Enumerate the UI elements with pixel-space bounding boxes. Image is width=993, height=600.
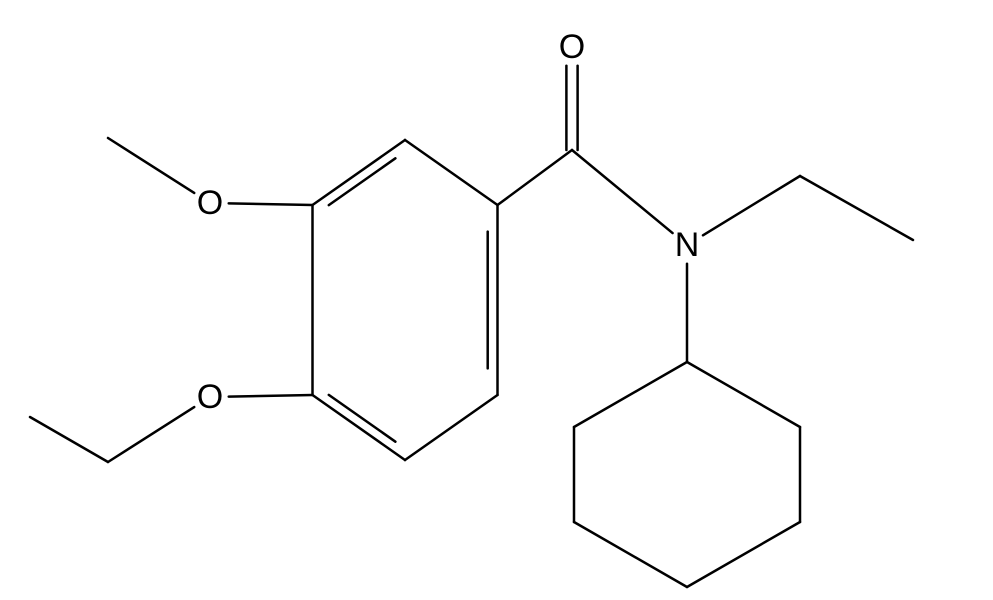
bond-line: [229, 395, 313, 397]
bond-line: [405, 395, 498, 460]
bond-line: [229, 203, 313, 205]
bond-line: [703, 176, 800, 235]
bond-line: [108, 138, 194, 193]
bond-line: [800, 176, 913, 240]
bond-line: [574, 522, 687, 587]
chemical-structure-diagram: O N O O: [0, 0, 993, 600]
bond-line: [498, 150, 573, 205]
atom-label: O: [197, 378, 223, 416]
atom-label: O: [197, 184, 223, 222]
bond-line: [329, 395, 396, 442]
bond-line: [329, 158, 396, 205]
bond-line: [405, 140, 498, 205]
bond-line: [687, 522, 800, 587]
atom-label: O: [559, 28, 585, 66]
atom-label: N: [675, 226, 700, 264]
bond-line: [313, 140, 406, 205]
bond-line: [572, 150, 673, 233]
bond-line: [313, 395, 406, 460]
bond-line: [574, 362, 687, 427]
bond-line: [687, 362, 800, 427]
bond-line: [30, 417, 108, 462]
bond-line: [108, 407, 194, 462]
